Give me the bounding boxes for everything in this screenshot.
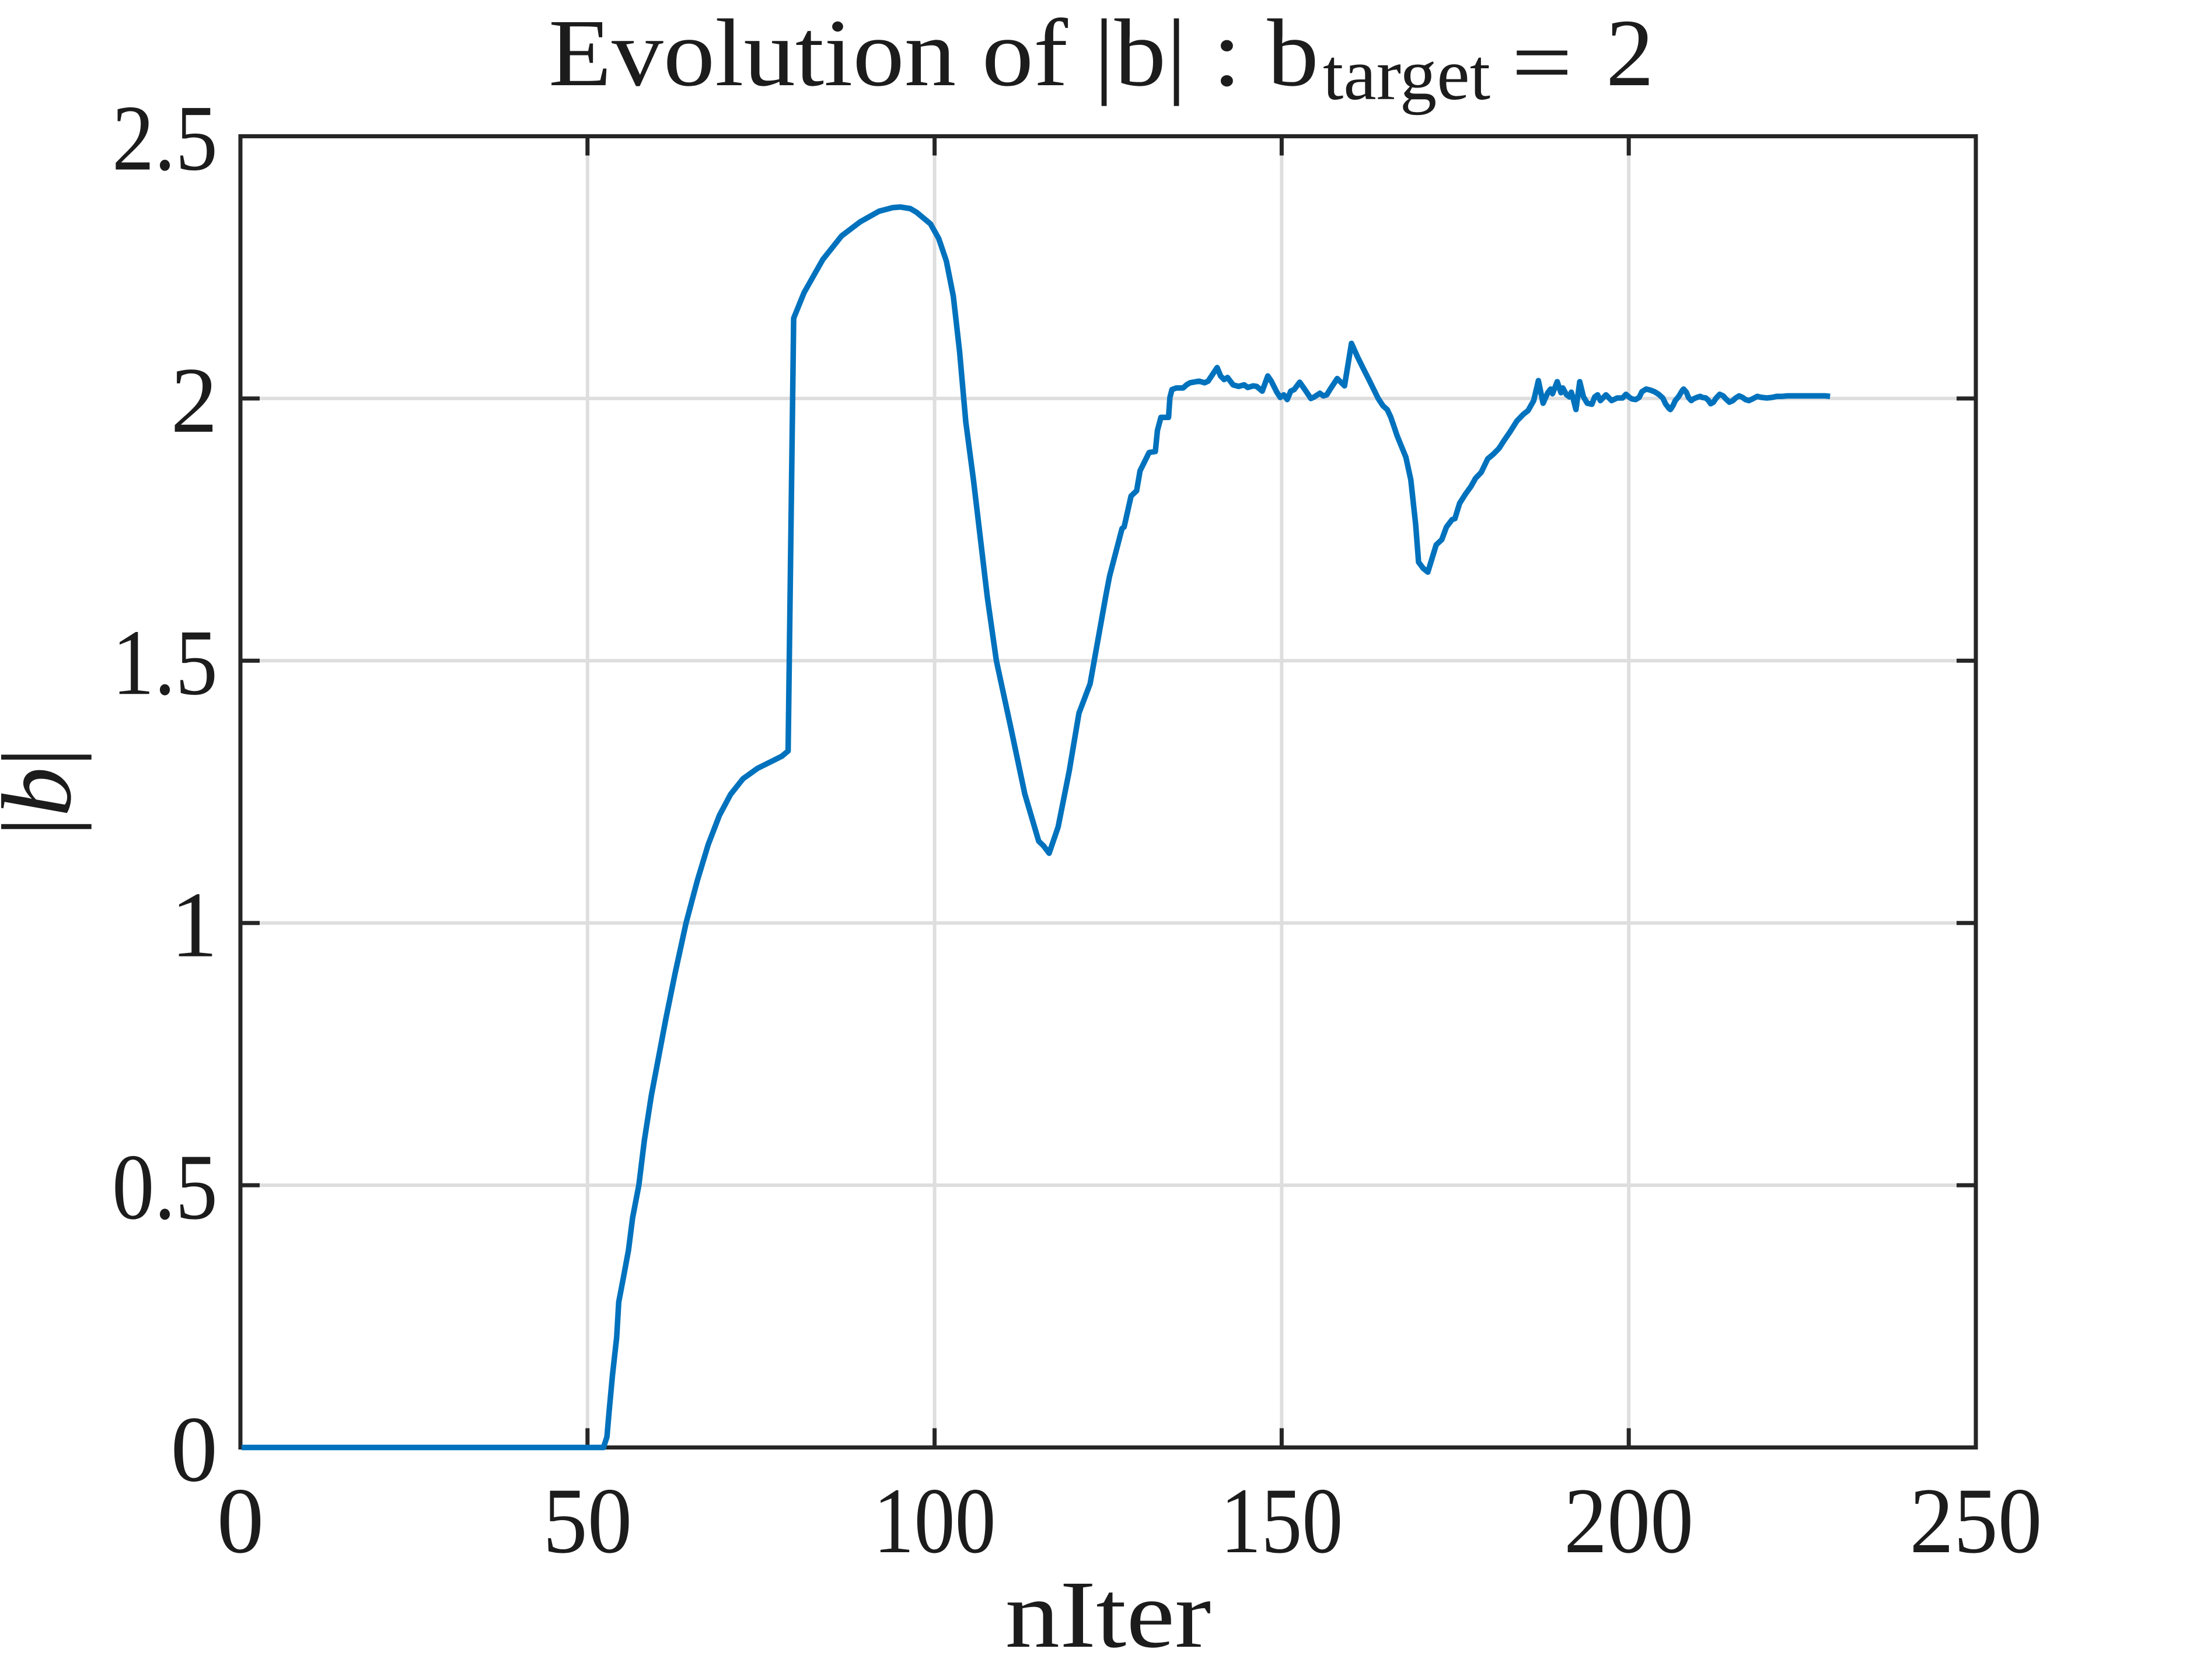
svg-text:0: 0	[171, 1398, 218, 1501]
svg-text:100: 100	[874, 1469, 996, 1573]
svg-text:0: 0	[217, 1469, 264, 1573]
svg-text:1: 1	[171, 873, 218, 977]
svg-text:250: 250	[1910, 1469, 2042, 1573]
svg-text:1.5: 1.5	[112, 610, 218, 714]
svg-text:150: 150	[1220, 1469, 1343, 1573]
svg-text:50: 50	[543, 1469, 632, 1573]
svg-text:|b|: |b|	[0, 747, 92, 836]
svg-text:2.5: 2.5	[112, 86, 218, 190]
svg-text:200: 200	[1564, 1469, 1693, 1573]
svg-text:2: 2	[1606, 0, 1654, 106]
svg-text:Evolution of |b| : b: Evolution of |b| : b	[549, 0, 1319, 106]
svg-text:nIter: nIter	[1005, 1561, 1211, 1668]
svg-text:=: =	[1511, 9, 1573, 116]
svg-text:2: 2	[171, 348, 218, 452]
svg-text:0.5: 0.5	[112, 1135, 218, 1239]
svg-text:target: target	[1323, 34, 1490, 116]
